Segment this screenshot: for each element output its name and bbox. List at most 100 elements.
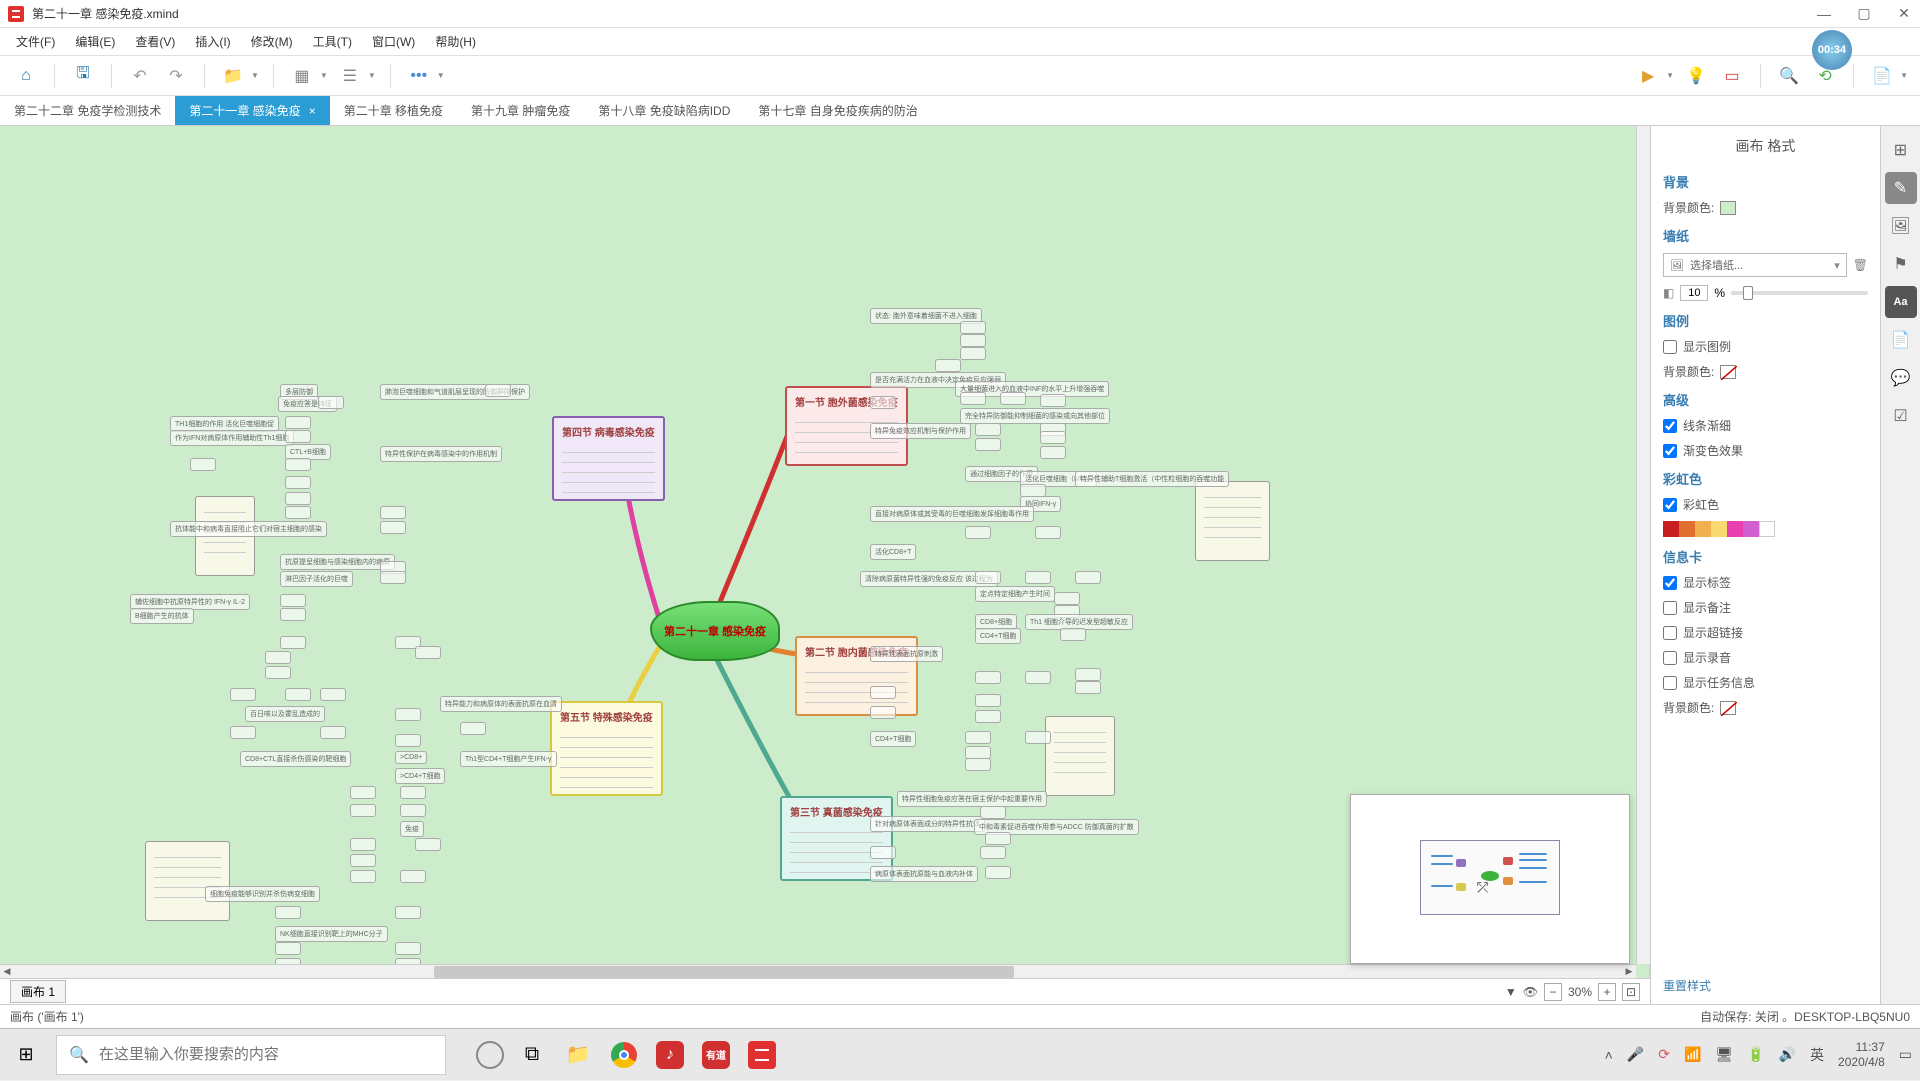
taper-checkbox[interactable] [1663, 419, 1677, 433]
subtopic-59[interactable]: 病原体表面抗原能与血液内补体 [870, 866, 978, 882]
subtopic-26[interactable]: 活化CD8+T [870, 544, 916, 560]
rail-notes-icon[interactable]: 📄 [1885, 324, 1917, 356]
menu-modify[interactable]: 修改(M) [243, 29, 301, 54]
search-button[interactable]: 🔍 [1775, 62, 1803, 90]
tray-monitor-icon[interactable]: 🖥 [1715, 1046, 1733, 1063]
save-button[interactable]: 🖫 [69, 62, 97, 90]
opacity-slider[interactable] [1731, 291, 1868, 295]
opacity-value[interactable] [1680, 285, 1708, 301]
minimap[interactable]: ⤱ [1350, 794, 1630, 964]
menu-view[interactable]: 查看(V) [127, 29, 183, 54]
subtopic-113[interactable] [415, 838, 441, 851]
subtopic-77[interactable] [380, 506, 406, 519]
legend-color-swatch[interactable] [1720, 365, 1736, 379]
subtopic-80[interactable]: 抗原提呈细胞与感染细胞内的病原 [280, 554, 395, 570]
subtopic-54[interactable] [980, 806, 1006, 819]
subtopic-114[interactable] [350, 854, 376, 867]
subtopic-10[interactable] [1040, 394, 1066, 407]
subtopic-53[interactable]: 针对病原体表面成分的特异性抗体 [870, 816, 985, 832]
subtopic-119[interactable] [395, 906, 421, 919]
subtopic-86[interactable]: B细胞产生的抗体 [130, 608, 194, 624]
subtopic-82[interactable]: 淋巴因子活化的巨噬 [280, 571, 353, 587]
subtopic-31[interactable]: 定点特定细胞产生时间 [975, 586, 1055, 602]
subtopic-69[interactable] [285, 430, 311, 443]
subtopic-104[interactable]: >CD8+ [395, 751, 427, 764]
rail-marker-icon[interactable]: ⚑ [1885, 248, 1917, 280]
tray-battery-icon[interactable]: 🔋 [1747, 1046, 1764, 1063]
infocard-checkbox-4[interactable] [1663, 676, 1677, 690]
subtopic-2[interactable] [960, 334, 986, 347]
subtopic-12[interactable]: 特异免疫效应机制与保护作用 [870, 423, 971, 439]
subtopic-93[interactable] [415, 646, 441, 659]
subtopic-42[interactable] [1075, 681, 1101, 694]
rail-task-icon[interactable]: ☑ [1885, 400, 1917, 432]
subtopic-24[interactable] [965, 526, 991, 539]
subtopic-107[interactable] [350, 786, 376, 799]
subtopic-63[interactable] [318, 396, 344, 409]
subtopic-91[interactable] [265, 651, 291, 664]
section-s4[interactable]: 第四节 病毒感染免疫 [552, 416, 665, 501]
subtopic-65[interactable] [485, 384, 511, 397]
subtopic-49[interactable] [1025, 731, 1051, 744]
zoom-in-button[interactable]: + [1598, 983, 1616, 1001]
hscroll-right-arrow[interactable]: ▶ [1622, 965, 1636, 979]
subtopic-11[interactable]: 完全特异防御能抑制细菌的感染或向其他部位 [960, 408, 1110, 424]
hscroll-thumb[interactable] [434, 966, 1014, 978]
subtopic-39[interactable] [975, 671, 1001, 684]
palette-cell[interactable] [1711, 521, 1727, 537]
close-button[interactable]: ✕ [1896, 6, 1912, 22]
subtopic-57[interactable] [870, 846, 896, 859]
palette-cell[interactable] [1663, 521, 1679, 537]
maximize-button[interactable]: ▢ [1856, 6, 1872, 22]
subtopic-4[interactable] [935, 359, 961, 372]
tray-volume-icon[interactable]: 🔊 [1779, 1046, 1796, 1063]
subtopic-8[interactable] [960, 392, 986, 405]
subtopic-78[interactable]: 抗体能中和病毒直接阻止它们对宿主细胞的感染 [170, 521, 327, 537]
central-topic[interactable]: 第二十一章 感染免疫 [650, 601, 780, 661]
subtopic-89[interactable] [280, 636, 306, 649]
subtopic-56[interactable] [985, 832, 1011, 845]
chrome-icon[interactable] [606, 1037, 642, 1073]
subtopic-95[interactable] [285, 688, 311, 701]
subtopic-9[interactable] [1000, 392, 1026, 405]
subtopic-71[interactable] [190, 458, 216, 471]
rail-comments-icon[interactable]: 💬 [1885, 362, 1917, 394]
subtopic-117[interactable]: 细胞免疫能够识别并杀伤病变细胞 [205, 886, 320, 902]
palette-cell[interactable] [1679, 521, 1695, 537]
undo-button[interactable]: ↶ [126, 62, 154, 90]
subtopic-58[interactable] [980, 846, 1006, 859]
subtopic-108[interactable] [400, 786, 426, 799]
rail-text-icon[interactable]: Aa [1885, 286, 1917, 318]
rainbow-palette[interactable] [1651, 517, 1880, 541]
more-button[interactable]: ••• [405, 62, 433, 90]
detail-box-2[interactable] [145, 841, 230, 921]
subtopic-79[interactable] [380, 521, 406, 534]
subtopic-23[interactable]: 直接对病原体或其受毒的巨噬细胞发挥细胞毒作用 [870, 506, 1034, 522]
subtopic-68[interactable]: 作为IFN对病原体作用辅助性Th1细胞 [170, 430, 294, 446]
subtopic-94[interactable] [230, 688, 256, 701]
subtopic-60[interactable] [985, 866, 1011, 879]
eye-icon[interactable]: 👁 [1523, 985, 1538, 999]
detail-box-1[interactable] [1195, 481, 1270, 561]
idea-button[interactable]: 💡 [1682, 62, 1710, 90]
tab-4[interactable]: 第十八章 免疫缺陷病IDD [584, 96, 744, 125]
palette-cell[interactable] [1743, 521, 1759, 537]
subtopic-47[interactable]: CD4+T细胞 [870, 731, 916, 747]
subtopic-52[interactable]: 特异性细胞免疫应答在宿主保护中起重要作用 [897, 791, 1047, 807]
subtopic-28[interactable] [975, 571, 1001, 584]
subtopic-45[interactable] [870, 706, 896, 719]
play-button[interactable]: ▶ [1634, 62, 1662, 90]
subtopic-7[interactable] [870, 396, 896, 409]
folder-button[interactable]: 📁 [219, 62, 247, 90]
subtopic-75[interactable] [285, 492, 311, 505]
tray-notifications-icon[interactable]: ▭ [1899, 1046, 1912, 1063]
hscroll-left-arrow[interactable]: ◀ [0, 965, 14, 979]
subtopic-118[interactable] [275, 906, 301, 919]
menu-tools[interactable]: 工具(T) [305, 29, 360, 54]
zoom-fit-button[interactable]: ⊡ [1622, 983, 1640, 1001]
subtopic-29[interactable] [1025, 571, 1051, 584]
tray-ime[interactable]: 英 [1810, 1045, 1824, 1065]
subtopic-96[interactable] [320, 688, 346, 701]
subtopic-36[interactable]: CD4+T细胞 [975, 628, 1021, 644]
subtopic-102[interactable] [395, 734, 421, 747]
